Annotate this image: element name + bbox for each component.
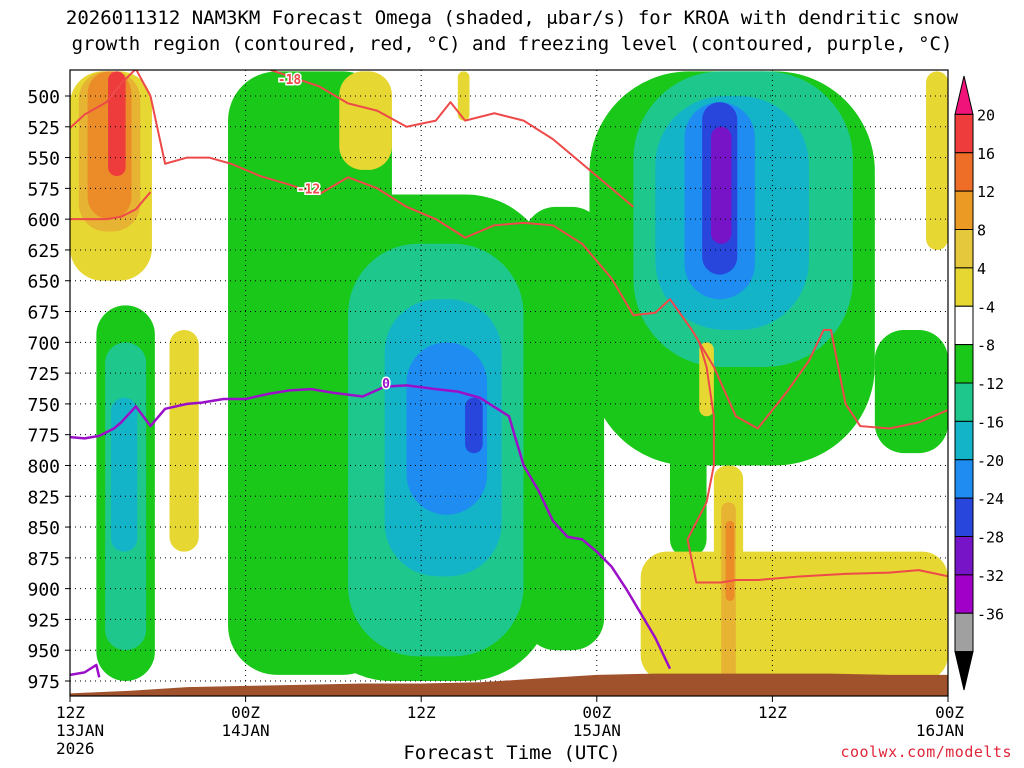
omega-region-neg24: [710, 126, 732, 244]
colorbar-swatch: [954, 305, 974, 346]
omega-region-pos4: [339, 71, 392, 170]
credit-text: coolwx.com/modelts: [840, 743, 1012, 761]
colorbar-swatch: [954, 536, 974, 576]
colorbar-swatch: [954, 497, 974, 537]
colorbar-label: 4: [977, 260, 986, 278]
terrain-ground: [70, 673, 948, 696]
contour-label: 0: [382, 377, 390, 392]
omega-region-neg16: [406, 342, 488, 515]
x-tick-label: 00Z: [935, 703, 964, 722]
contour-label: -12: [297, 182, 320, 197]
colorbar-swatch: [954, 420, 974, 461]
omega-region-neg20: [465, 397, 483, 454]
colorbar-label: 20: [977, 106, 995, 124]
y-tick-label: 750: [27, 395, 60, 416]
chart-title-line-2: growth region (contoured, red, °C) and f…: [71, 33, 953, 55]
omega-region-neg4: [874, 330, 948, 454]
contour-line: [686, 342, 948, 584]
colorbar-label: -12: [977, 375, 1004, 393]
colorbar-label: -20: [977, 452, 1004, 470]
colorbar-swatch: [954, 651, 974, 691]
colorbar-swatch: [954, 190, 974, 230]
colorbar-label: -4: [977, 298, 995, 316]
x-axis-label: Forecast Time (UTC): [403, 742, 621, 764]
colorbar-swatch: [954, 612, 974, 653]
y-tick-label: 850: [27, 518, 60, 539]
colorbar-label: -8: [977, 337, 995, 355]
omega-region-pos12: [725, 520, 735, 601]
y-tick-label: 525: [27, 118, 60, 139]
colorbar-swatch: [954, 75, 974, 115]
y-tick-label: 550: [27, 149, 60, 170]
y-tick-label: 975: [27, 672, 60, 693]
y-tick-label: 875: [27, 549, 60, 570]
x-tick-label: 12Z: [56, 703, 85, 722]
y-tick-label: 625: [27, 241, 60, 262]
x-tick-label: 12Z: [407, 703, 436, 722]
y-tick-label: 825: [27, 487, 60, 508]
colorbar-label: 8: [977, 222, 986, 240]
contour-line: [70, 70, 948, 430]
colorbar: 20 16 12 8 4 -4 -8 -12 -16 -20 -24 -28 -32 -36: [954, 75, 1004, 691]
x-tick-label: 12Z: [758, 703, 787, 722]
colorbar-swatch: [954, 267, 974, 307]
y-tick-label: 650: [27, 272, 60, 293]
colorbar-label: 12: [977, 183, 995, 201]
y-tick-label: 700: [27, 333, 60, 354]
colorbar-swatch: [954, 229, 974, 269]
x-tick-label: 2026: [56, 739, 95, 758]
colorbar-label: -16: [977, 413, 1004, 431]
contour-line: [267, 70, 635, 208]
colorbar-swatch: [954, 344, 974, 384]
y-tick-label: 775: [27, 426, 60, 447]
colorbar-label: -36: [977, 605, 1004, 623]
y-tick-label: 575: [27, 179, 60, 200]
omega-region-pos16: [108, 71, 126, 177]
y-tick-label: 675: [27, 303, 60, 324]
colorbar-swatch: [954, 152, 974, 192]
colorbar-label: -28: [977, 529, 1004, 547]
y-tick-label: 800: [27, 456, 60, 477]
omega-region-pos4: [457, 71, 470, 121]
x-tick-label: 15JAN: [573, 721, 621, 740]
omega-region-pos4: [926, 71, 948, 250]
colorbar-swatch: [954, 574, 974, 614]
y-tick-label: 600: [27, 210, 60, 231]
y-tick-label: 725: [27, 364, 60, 385]
x-tick-label: 16JAN: [916, 721, 964, 740]
colorbar-label: -32: [977, 567, 1004, 585]
plot-area: -18 -12 0: [70, 70, 948, 696]
x-tick-label: 13JAN: [56, 721, 104, 740]
x-tick-label: 00Z: [231, 703, 260, 722]
contour-line: [70, 191, 152, 221]
y-tick-label: 500: [27, 87, 60, 108]
colorbar-swatch: [954, 113, 974, 154]
chart-title-line-1: 2026011312 NAM3KM Forecast Omega (shaded…: [65, 7, 959, 29]
omega-region-pos4: [169, 330, 199, 552]
x-tick-label: 00Z: [582, 703, 611, 722]
colorbar-label: -24: [977, 490, 1004, 508]
colorbar-swatch: [954, 382, 974, 422]
plot-frame: [69, 69, 949, 697]
colorbar-label: 16: [977, 145, 995, 163]
omega-region-neg12: [110, 397, 138, 552]
contour-line: [70, 384, 672, 670]
y-tick-label: 925: [27, 610, 60, 631]
y-tick-label: 950: [27, 641, 60, 662]
omega-region-neg4: [669, 434, 707, 558]
colorbar-swatch: [954, 459, 974, 499]
contour-line: [70, 663, 101, 678]
contour-label: -18: [278, 73, 302, 88]
x-tick-label: 14JAN: [222, 721, 270, 740]
y-tick-label: 900: [27, 580, 60, 601]
